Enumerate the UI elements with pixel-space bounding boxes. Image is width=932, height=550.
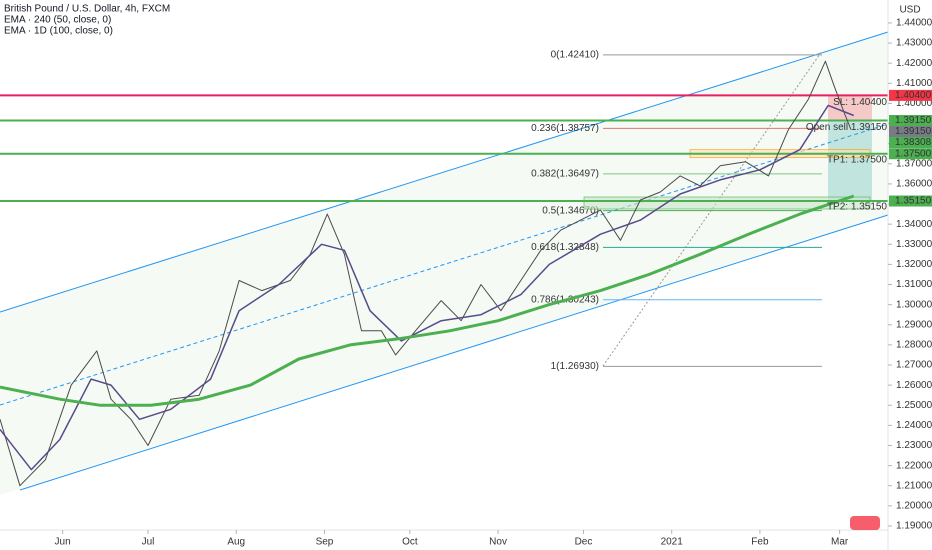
y-tick-label: 1.44000 xyxy=(896,18,932,29)
x-tick-label: 2021 xyxy=(661,537,684,548)
y-tick-label: 1.36000 xyxy=(896,179,932,190)
y-tick-label: 1.37000 xyxy=(896,158,932,169)
y-tick-label: 1.21000 xyxy=(896,480,932,491)
price-badge-label: 1.37500 xyxy=(895,148,932,159)
price-line xyxy=(0,104,855,471)
fib-label: 0.5(1.34670) xyxy=(542,205,599,216)
channel-lower xyxy=(19,214,889,491)
y-tick-label: 1.27000 xyxy=(896,360,932,371)
x-tick-label: Jun xyxy=(55,537,71,548)
y-tick-label: 1.30000 xyxy=(896,299,932,310)
y-tick-label: 1.33000 xyxy=(896,239,932,250)
price-badge-label: 1.39150 xyxy=(895,115,932,126)
y-tick-label: 1.23000 xyxy=(896,440,932,451)
channel-fill xyxy=(0,32,888,495)
y-tick-label: 1.32000 xyxy=(896,259,932,270)
y-tick-label: 1.26000 xyxy=(896,380,932,391)
y-tick-label: 1.29000 xyxy=(896,319,932,330)
target-zone xyxy=(828,120,872,202)
fib-label: 0(1.42410) xyxy=(551,50,599,61)
y-tick-label: 1.25000 xyxy=(896,400,932,411)
price-badge-label: 1.40400 xyxy=(895,90,932,101)
channel-mid xyxy=(0,123,889,406)
price-badge xyxy=(889,115,932,127)
y-tick-label: 1.42000 xyxy=(896,58,932,69)
price-badge-label: 1.35150 xyxy=(895,196,932,207)
price-badge-label: 1.38308 xyxy=(895,137,932,148)
price-line xyxy=(0,60,852,487)
fib-label: 0.382(1.36497) xyxy=(531,169,599,180)
price-badge xyxy=(889,89,932,101)
x-tick-label: Jul xyxy=(142,537,155,548)
price-badge-label: 1.39150 xyxy=(895,126,932,137)
y-tick-label: 1.24000 xyxy=(896,420,932,431)
x-tick-label: Sep xyxy=(316,537,334,548)
x-tick-label: Feb xyxy=(751,537,769,548)
x-tick-label: Nov xyxy=(489,537,507,548)
fib-label: 0.236(1.38757) xyxy=(531,123,599,134)
chart-title: British Pound / U.S. Dollar, 4h, FXCM xyxy=(4,4,170,15)
price-line xyxy=(0,194,855,407)
fib-label: 1(1.26930) xyxy=(551,361,599,372)
y-tick-label: 1.22000 xyxy=(896,460,932,471)
logo xyxy=(850,516,880,530)
x-tick-label: Aug xyxy=(227,537,245,548)
x-tick-label: Mar xyxy=(831,537,849,548)
price-badge xyxy=(889,195,932,207)
indicator: EMA · 240 (50, close, 0) xyxy=(4,15,111,26)
trade-label: SL: 1.40400 xyxy=(833,97,887,108)
y-tick-label: 1.19000 xyxy=(896,521,932,532)
price-badge xyxy=(889,126,932,138)
y-unit: USD xyxy=(899,5,920,16)
trade-label: TP2: 1.35150 xyxy=(827,202,887,213)
x-tick-label: Oct xyxy=(402,537,418,548)
indicator: EMA · 1D (100, close, 0) xyxy=(4,26,113,37)
y-tick-label: 1.31000 xyxy=(896,279,932,290)
trade-label: Open sell 1.39150 xyxy=(806,122,888,133)
price-badge xyxy=(889,148,932,160)
y-tick-label: 1.20000 xyxy=(896,500,932,511)
price-badge xyxy=(889,137,932,149)
y-tick-label: 1.41000 xyxy=(896,78,932,89)
y-tick-label: 1.34000 xyxy=(896,219,932,230)
y-tick-label: 1.43000 xyxy=(896,38,932,49)
fib-label: 0.618(1.32848) xyxy=(531,242,599,253)
plot: 0(1.42410) 0.236(1.38757) 0.382(1.36497) 0.… xyxy=(0,50,888,487)
trade-label: TP1: 1.37500 xyxy=(827,154,887,165)
x-tick-label: Dec xyxy=(575,537,593,548)
channel-upper xyxy=(0,31,889,313)
y-tick-label: 1.28000 xyxy=(896,340,932,351)
y-tick-label: 1.40000 xyxy=(896,98,932,109)
